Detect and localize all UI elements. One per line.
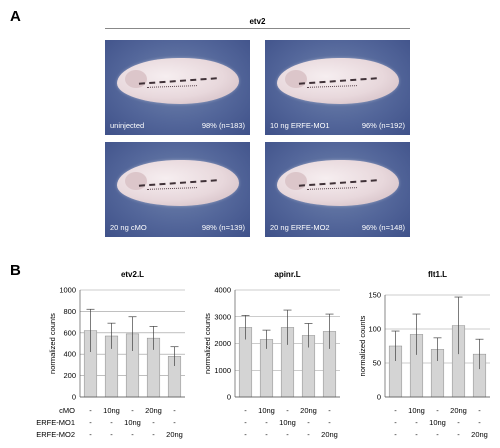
condition-cell: - [307,418,310,427]
y-tick-label: 800 [63,307,76,316]
condition-cell: - [244,418,247,427]
image-label: 20 ng ERFE-MO2 [270,223,330,232]
condition-cell: - [173,418,176,427]
y-tick-label: 200 [63,371,76,380]
condition-cell: 20ng [321,430,338,439]
condition-cell: - [244,430,247,439]
embryo-image-erfe-mo2: 20 ng ERFE-MO2 96% (n=148) [265,142,410,237]
bar-chart-flt1: 0 50 100 150 normalized counts [358,291,490,402]
condition-cell: - [286,406,289,415]
embryo-shape [117,160,239,206]
panel-a-title-rule [105,28,410,29]
condition-row-label: ERFE-MO1 [36,418,75,427]
chart-title-flt1: flt1.L [427,270,448,279]
condition-cell: - [173,406,176,415]
y-tick-label: 1000 [214,366,231,375]
panel-a-gene-title: etv2 [249,17,266,26]
condition-cell: 10ng [103,406,120,415]
panel-label-b: B [10,262,21,279]
y-tick-label: 400 [63,350,76,359]
condition-cell: - [457,418,460,427]
embryo-shape [117,58,239,104]
condition-cell: 10ng [124,418,141,427]
chart-title-etv2: etv2.L [120,270,145,279]
y-tick-label: 2000 [214,339,231,348]
condition-cell: - [394,430,397,439]
y-tick-label: 0 [377,393,381,402]
condition-cell: - [286,430,289,439]
y-tick-label: 600 [63,328,76,337]
condition-cell: - [394,406,397,415]
condition-cell: - [415,418,418,427]
condition-cell: - [244,406,247,415]
image-stat: 98% (n=139) [201,223,245,232]
condition-cell: - [457,430,460,439]
condition-cell: - [478,406,481,415]
condition-cell: - [89,430,92,439]
image-stat: 96% (n=148) [361,223,405,232]
y-axis-label: normalized counts [203,313,212,374]
image-label: 20 ng cMO [110,223,147,232]
y-tick-label: 100 [368,325,381,334]
condition-cell: - [131,406,134,415]
y-axis-label: normalized counts [48,313,57,374]
bar-chart-apinr: 0 1000 2000 3000 4000 normalized counts [203,286,340,402]
condition-cell: 10ng [279,418,296,427]
embryo-shape [277,58,399,104]
image-label: 10 ng ERFE-MO1 [270,121,330,130]
image-stat: 98% (n=183) [201,121,245,130]
condition-cell: - [131,430,134,439]
condition-cell: - [265,418,268,427]
condition-cell: 20ng [166,430,183,439]
condition-cell: 20ng [145,406,162,415]
image-stat: 96% (n=192) [361,121,405,130]
condition-cell: - [307,430,310,439]
condition-cell: - [89,406,92,415]
condition-cell: 20ng [471,430,488,439]
embryo-image-uninjected: uninjected 98% (n=183) [105,40,250,135]
condition-cell: 20ng [450,406,467,415]
condition-cell: 10ng [258,406,275,415]
y-axis-label: normalized counts [358,315,367,376]
condition-cell: - [328,418,331,427]
condition-cell: - [152,418,155,427]
y-tick-label: 1000 [59,286,76,295]
y-tick-label: 3000 [214,312,231,321]
condition-row-label: cMO [59,406,75,415]
condition-cell: - [110,418,113,427]
y-tick-label: 150 [368,291,381,300]
chart-title-apinr: apinr.L [274,270,301,279]
condition-cell: - [394,418,397,427]
condition-cell: - [436,430,439,439]
condition-cell: 10ng [408,406,425,415]
condition-cell: - [328,406,331,415]
condition-cell: - [436,406,439,415]
y-tick-label: 0 [72,393,76,402]
y-tick-label: 0 [227,393,231,402]
embryo-shape [277,160,399,206]
condition-row-label: ERFE-MO2 [36,430,75,439]
bar-chart-etv2: 0 200 400 600 800 1000 normalized counts [48,286,185,402]
condition-cell: - [265,430,268,439]
panel-label-a: A [10,8,21,25]
condition-cell: - [415,430,418,439]
image-label: uninjected [110,121,145,130]
condition-cell: - [89,418,92,427]
condition-cell: 20ng [300,406,317,415]
condition-cell: - [152,430,155,439]
y-tick-label: 50 [373,359,381,368]
condition-cell: - [110,430,113,439]
embryo-image-cmo: 20 ng cMO 98% (n=139) [105,142,250,237]
condition-cell: - [478,418,481,427]
embryo-image-erfe-mo1: 10 ng ERFE-MO1 96% (n=192) [265,40,410,135]
y-tick-label: 4000 [214,286,231,295]
condition-cell: 10ng [429,418,446,427]
